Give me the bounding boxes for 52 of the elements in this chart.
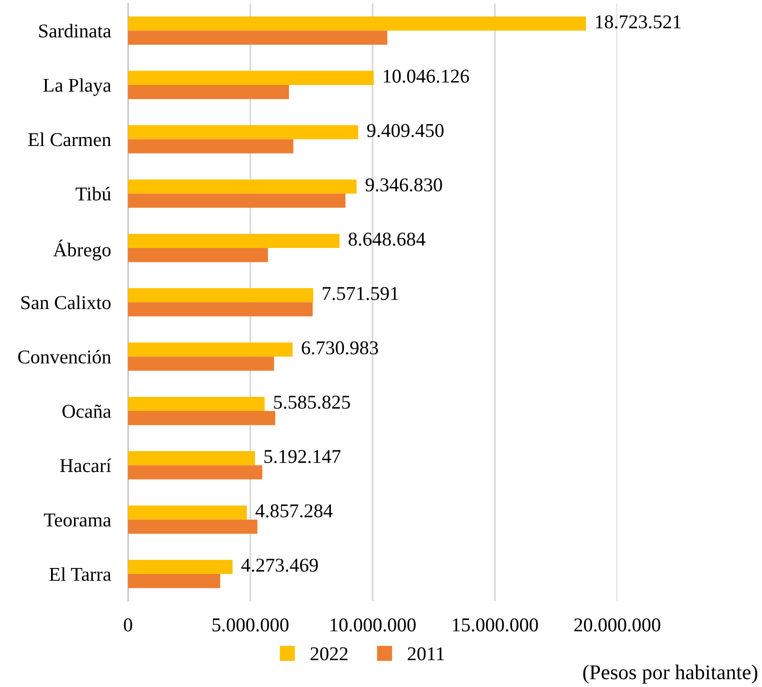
data-label: 9.409.450	[367, 124, 444, 138]
x-tick-label: 20.000.000	[574, 618, 660, 632]
x-tick-label: 10.000.000	[330, 618, 416, 632]
bar	[128, 574, 220, 588]
y-tick-label: Hacarí	[60, 458, 112, 472]
y-tick-label: La Playa	[43, 78, 112, 96]
x-tick-label: 5.000.000	[212, 618, 288, 632]
y-tick-label: Ábrego	[53, 240, 111, 260]
bar	[128, 451, 256, 466]
legend-label: 2022	[310, 647, 348, 660]
y-tick-label: San Calixto	[21, 296, 111, 310]
y-tick-label: Teorama	[44, 514, 112, 527]
bar	[128, 70, 374, 85]
bar	[128, 194, 346, 208]
legend-label: 2011	[408, 647, 444, 660]
bar	[128, 125, 358, 140]
bar	[128, 179, 357, 194]
data-label: 6.730.983	[302, 341, 378, 355]
data-label: 4.857.284	[256, 504, 333, 518]
bar	[128, 342, 293, 357]
data-label: 18.723.521	[596, 15, 681, 28]
y-tick-label: El Carmen	[28, 132, 112, 146]
data-label: 4.273.469	[241, 558, 318, 572]
bar	[128, 520, 258, 534]
bar	[128, 302, 313, 316]
data-label: 10.046.126	[384, 70, 469, 83]
y-tick-label: El Tarra	[49, 567, 112, 581]
bar	[128, 16, 586, 31]
y-tick-label: Ocaña	[62, 404, 112, 418]
bar	[128, 84, 289, 100]
bar	[128, 410, 276, 426]
y-tick-label: Convención	[18, 350, 112, 364]
text: (Pesos por habitante)	[583, 664, 758, 684]
data-label: 9.346.830	[366, 178, 442, 192]
data-label: 7.571.591	[322, 287, 398, 300]
y-tick-label: Sardinata	[39, 24, 112, 38]
bar	[128, 560, 233, 574]
data-label: 8.648.684	[348, 232, 426, 246]
bar	[128, 248, 268, 262]
data-label: 5.192.147	[264, 450, 341, 464]
bar	[128, 396, 265, 411]
x-tick-label: 0	[124, 618, 132, 632]
bar	[128, 288, 314, 302]
bar	[128, 234, 340, 248]
bar	[128, 30, 388, 45]
data-label: 5.585.825	[274, 396, 350, 409]
bar	[128, 505, 247, 520]
x-tick-label: 15.000.000	[452, 618, 538, 632]
y-tick-label: Tibú	[76, 186, 112, 201]
bar	[128, 139, 294, 154]
bar	[128, 465, 262, 480]
bar	[128, 356, 274, 371]
